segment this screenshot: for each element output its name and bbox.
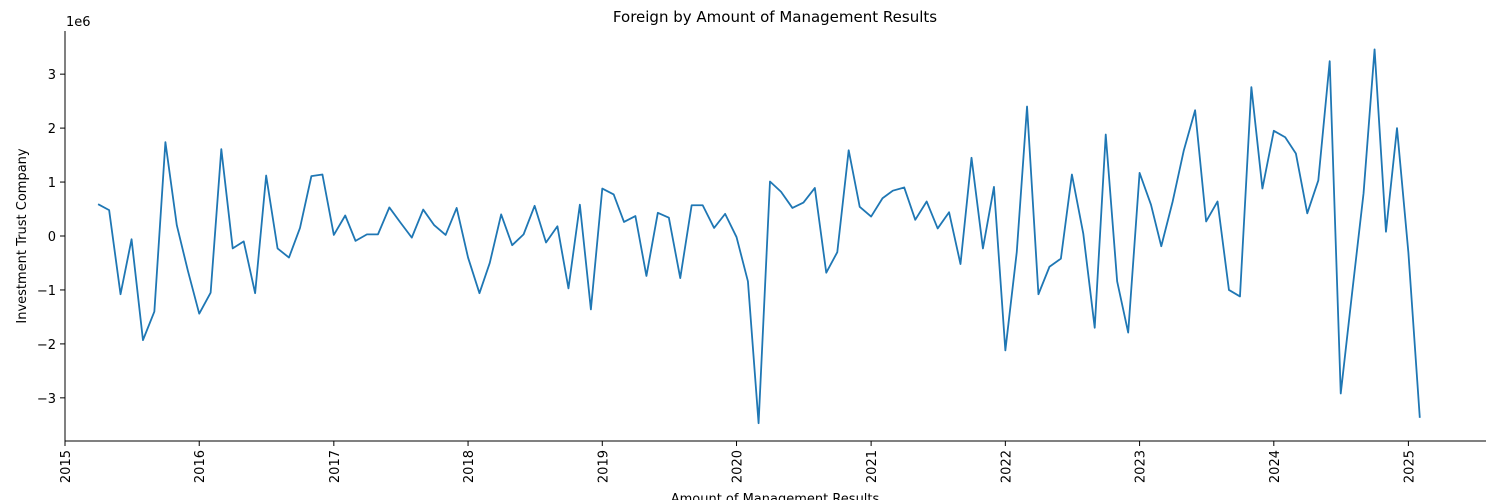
x-axis-title: Amount of Management Results bbox=[671, 492, 880, 500]
x-tick-label: 2024 bbox=[1268, 450, 1283, 483]
chart-title: Foreign by Amount of Management Results bbox=[613, 8, 937, 26]
series-line-0 bbox=[97, 48, 1421, 425]
y-offset-label: 1e6 bbox=[66, 15, 91, 30]
y-tick-label: −3 bbox=[37, 392, 56, 407]
y-tick-label: 2 bbox=[48, 122, 56, 137]
y-tick-label: 0 bbox=[48, 230, 56, 245]
x-tick-label: 2023 bbox=[1134, 450, 1149, 483]
x-tick-label: 2018 bbox=[462, 450, 477, 483]
y-tick-label: −2 bbox=[37, 338, 56, 353]
x-tick-label: 2022 bbox=[999, 450, 1014, 483]
x-ticks: 2015 2016 2017 2018 2019 2020 2021 2022 2023 2024… bbox=[59, 441, 1417, 483]
series-layer bbox=[97, 48, 1421, 425]
y-tick-label: 3 bbox=[48, 68, 56, 83]
y-axis-title: Investment Trust Company bbox=[15, 148, 30, 324]
x-tick-label: 2015 bbox=[59, 450, 74, 483]
x-tick-label: 2021 bbox=[865, 450, 880, 483]
x-tick-label: 2016 bbox=[193, 450, 208, 483]
x-tick-label: 2025 bbox=[1402, 450, 1417, 483]
x-tick-label: 2017 bbox=[328, 450, 343, 483]
x-tick-label: 2020 bbox=[731, 450, 746, 483]
y-ticks: −3 −2 −1 0 1 2 3 bbox=[37, 68, 65, 407]
y-tick-label: −1 bbox=[37, 284, 56, 299]
x-tick-label: 2019 bbox=[596, 450, 611, 483]
y-tick-label: 1 bbox=[48, 176, 56, 191]
